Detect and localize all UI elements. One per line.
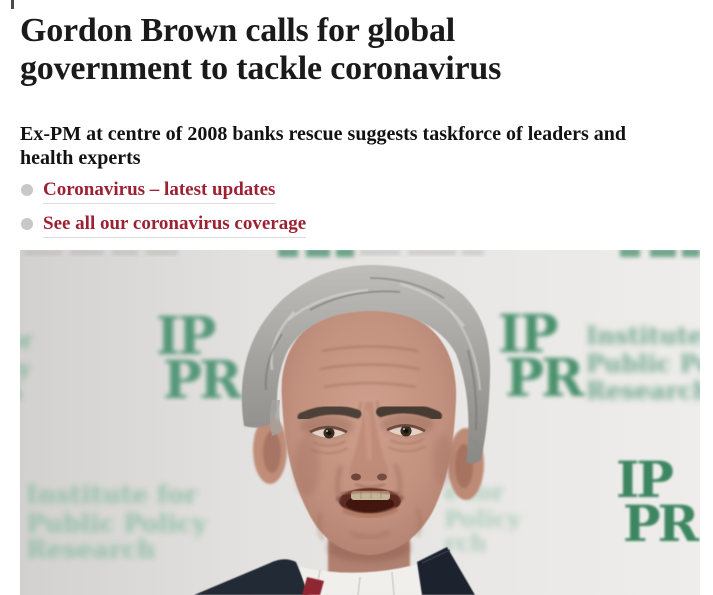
backdrop-top-text-fragments [24, 249, 484, 255]
bullet-icon [21, 183, 33, 196]
gordon-brown-photo: IP PR IP PR IP PR Institute fo Public Po… [20, 249, 700, 595]
hair-texture [264, 276, 482, 456]
institute-line: h [20, 379, 23, 406]
ippr-logo-bottom: PR [623, 494, 700, 553]
institute-line: Research [26, 535, 155, 564]
institute-line: Public Pol [586, 349, 700, 378]
institute-line: rch [444, 530, 487, 557]
bullet-icon [21, 217, 33, 230]
institute-line: Research [586, 376, 700, 405]
ippr-logo-bottom: PR [505, 348, 585, 409]
related-link-item: See all our coronavirus coverage [20, 213, 713, 238]
institute-text-left: itor licy h [20, 327, 34, 406]
suit-left-shoulder [194, 558, 310, 595]
ippr-logo-top: IP [498, 304, 557, 365]
portrait-gordon-brown [194, 264, 491, 595]
related-links: Coronavirus – latest updates See all our… [0, 179, 713, 238]
backdrop-top-logo-fragments [278, 249, 700, 257]
mouth [336, 487, 404, 539]
ippr-logo-top: IP [616, 450, 673, 509]
eyebrows [297, 402, 442, 421]
portrait-hair [241, 264, 491, 464]
institute-line: Institute for [26, 480, 198, 509]
shirt-collar [299, 562, 433, 595]
institute-line: itor [20, 327, 34, 354]
link-coronavirus-latest-updates[interactable]: Coronavirus – latest updates [43, 179, 276, 204]
institute-line: licy [20, 355, 31, 382]
article-image: IP PR IP PR IP PR Institute fo Public Po… [20, 249, 700, 595]
sideburn [270, 399, 282, 436]
institute-line: Policy [444, 506, 521, 533]
institute-line: Institute fo [586, 321, 700, 350]
ippr-logo: IP PR [156, 306, 246, 411]
eyes [309, 423, 427, 454]
standfirst: Ex-PM at centre of 2008 banks rescue sug… [20, 122, 627, 169]
related-link-item: Coronavirus – latest updates [20, 179, 713, 204]
institute-line: Public Policy [26, 509, 208, 538]
ippr-logo: IP PR [498, 304, 588, 409]
nose [349, 401, 389, 488]
ippr-logo: IP PR [616, 450, 700, 553]
ippr-logo-top: IP [156, 306, 215, 367]
headline: Gordon Brown calls for global government… [20, 12, 502, 88]
page-edge-artifact [11, 0, 14, 9]
institute-text-bottom-left: Institute for Public Policy Research [26, 480, 208, 564]
portrait-ears [253, 415, 484, 500]
ippr-logo-bottom: PR [163, 350, 243, 411]
institute-text-right: Institute fo Public Pol Research [586, 321, 700, 405]
link-coronavirus-coverage[interactable]: See all our coronavirus coverage [43, 213, 307, 238]
